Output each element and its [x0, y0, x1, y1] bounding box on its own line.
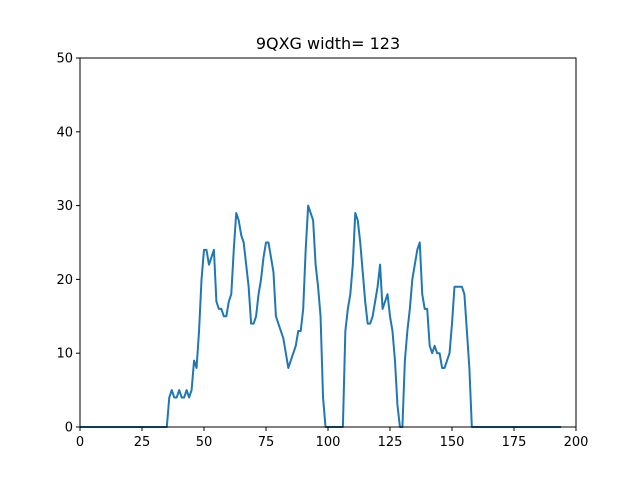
x-tick-label: 200: [564, 435, 589, 450]
chart-title: 9QXG width= 123: [256, 34, 400, 53]
y-tick-label: 0: [65, 421, 73, 436]
x-tick-label: 100: [316, 435, 341, 450]
y-axis: 0 10 20 30 40 50: [56, 52, 80, 436]
y-tick-label: 10: [56, 347, 73, 362]
y-tick-label: 50: [56, 52, 73, 67]
x-tick-label: 25: [134, 435, 151, 450]
plot-area: [80, 204, 562, 428]
x-tick-label: 75: [258, 435, 275, 450]
axes-frame: [79, 57, 577, 428]
x-tick-label: 125: [378, 435, 403, 450]
y-tick-label: 30: [56, 199, 73, 214]
x-tick-label: 0: [76, 435, 84, 450]
x-tick-label: 150: [440, 435, 465, 450]
x-tick-label: 50: [196, 435, 213, 450]
series-line-width: [80, 204, 562, 428]
x-tick-label: 175: [502, 435, 527, 450]
y-tick-label: 20: [56, 273, 73, 288]
x-axis: 0 25 50 75 100 125 150 175 200: [76, 427, 589, 450]
y-tick-label: 40: [56, 125, 73, 140]
